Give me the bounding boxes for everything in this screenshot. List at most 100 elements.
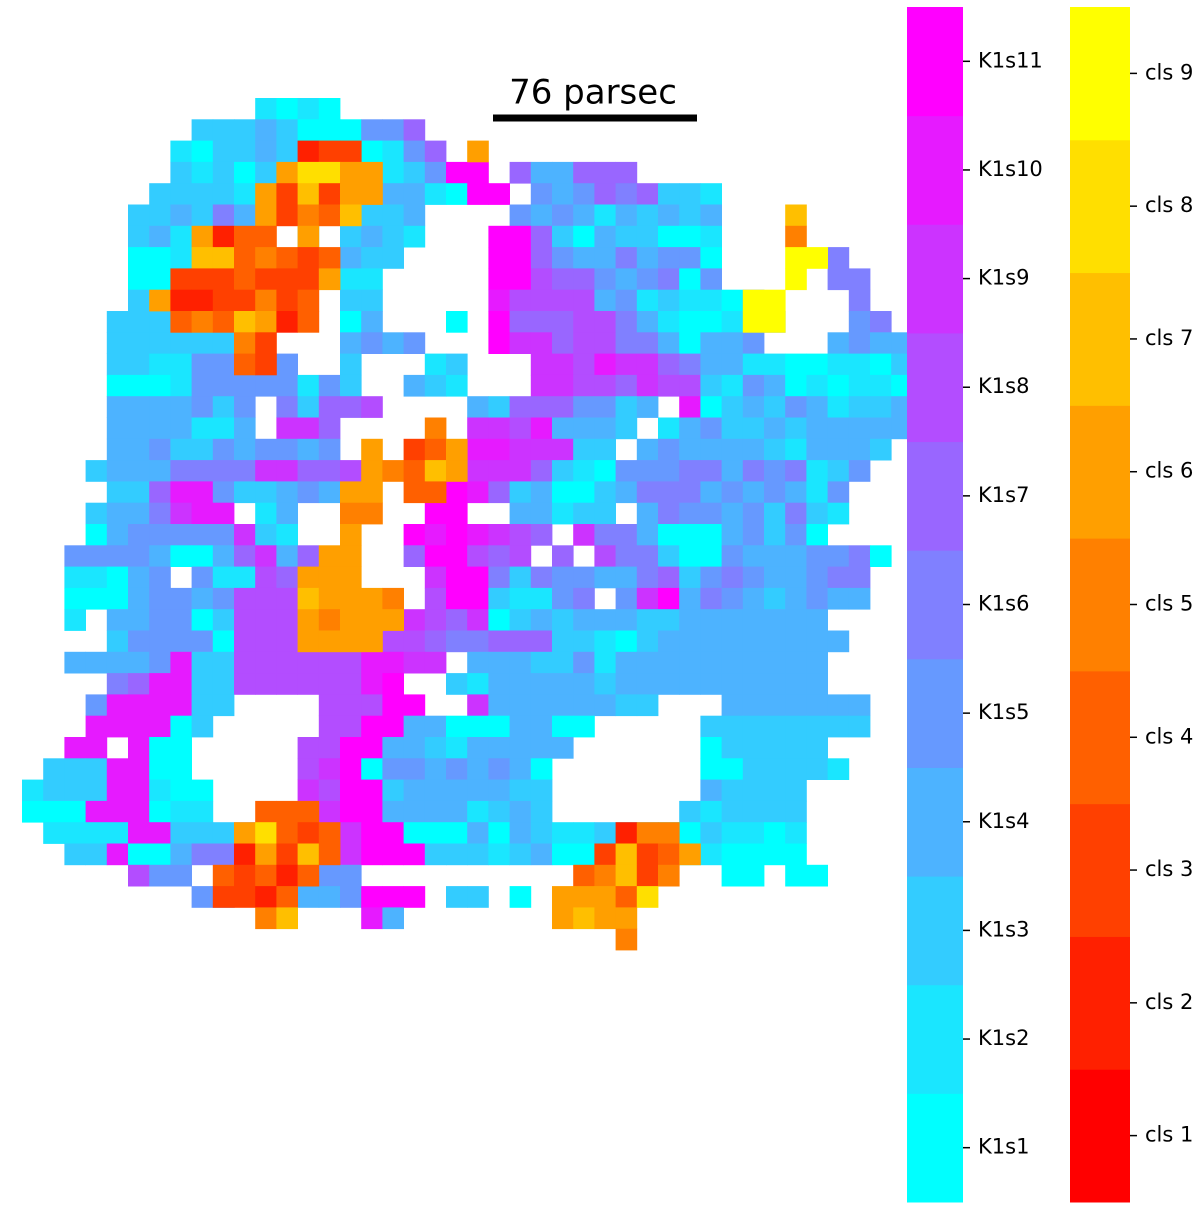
map-cell [530, 396, 553, 418]
hot-cell [615, 864, 638, 887]
map-cell [509, 502, 532, 525]
map-cell [721, 566, 744, 589]
map-cell [128, 481, 150, 504]
map-cell [848, 417, 871, 440]
map-cell [700, 587, 722, 610]
map-cell [742, 822, 765, 844]
map-cell [318, 119, 341, 141]
map-cell [106, 843, 129, 866]
map-cell [742, 800, 765, 823]
map-cell [382, 737, 404, 759]
map-cell [785, 843, 807, 866]
map-cell [615, 311, 638, 333]
hot-cell [234, 289, 256, 312]
map-cell [594, 225, 616, 248]
map-cell [149, 524, 171, 546]
hot-cell [276, 822, 298, 844]
map-cell [424, 183, 447, 205]
hot-cell [424, 417, 447, 440]
map-cell [255, 630, 277, 653]
map-cell [827, 587, 850, 610]
map-cell [530, 374, 553, 397]
map-cell [340, 673, 362, 695]
map-cell [658, 566, 680, 589]
colorbar-swatch [1070, 803, 1130, 937]
map-cell [128, 311, 150, 333]
map-cell [340, 886, 362, 908]
map-cell [234, 396, 256, 418]
hot-cell [382, 460, 404, 482]
map-cell [149, 396, 171, 418]
map-cell [170, 587, 192, 610]
map-cell [170, 204, 192, 227]
hot-cell [297, 268, 320, 291]
map-cell [700, 758, 722, 780]
hot-cell [615, 907, 638, 930]
map-cell [700, 481, 722, 504]
hot-cell [403, 438, 426, 461]
map-cell [234, 545, 256, 567]
map-cell [742, 779, 765, 802]
map-cell [446, 524, 468, 546]
map-cell [848, 396, 871, 418]
map-cell [85, 800, 108, 823]
map-cell [64, 545, 86, 567]
map-cell [530, 247, 553, 269]
map-cell [594, 417, 616, 440]
map-cell [212, 502, 235, 525]
map-cell [467, 524, 489, 546]
hot-cell [255, 311, 277, 333]
colorbar-swatch [1070, 538, 1130, 672]
map-cell [848, 587, 871, 610]
map-cell [700, 311, 722, 333]
map-cell [255, 119, 277, 141]
map-cell [234, 673, 256, 695]
map-cell [806, 438, 828, 461]
map-cell [509, 630, 532, 653]
map-cell [170, 673, 192, 695]
map-cell [128, 417, 150, 440]
map-cell [382, 161, 404, 184]
map-cell [149, 779, 171, 802]
map-cell [382, 907, 404, 930]
hot-cell [424, 481, 447, 504]
map-cell [318, 374, 341, 397]
map-cell [827, 694, 850, 717]
map-cell [191, 524, 214, 546]
map-cell [149, 737, 171, 759]
map-cell [509, 545, 532, 567]
colorbar-swatch [907, 1093, 963, 1203]
map-cell [679, 183, 701, 205]
map-cell [615, 460, 638, 482]
map-cell [848, 332, 871, 354]
map-cell [509, 779, 532, 802]
map-cell [318, 396, 341, 418]
map-cell [806, 396, 828, 418]
map-cell [700, 822, 722, 844]
map-cell [212, 396, 235, 418]
map-cell [700, 502, 722, 525]
map-cell [679, 481, 701, 504]
map-cell [318, 694, 341, 717]
map-cell [297, 438, 320, 461]
map-cell [85, 545, 108, 567]
hot-cell [234, 332, 256, 354]
map-cell [552, 545, 574, 567]
map-cell [509, 566, 532, 589]
map-cell [530, 438, 553, 461]
map-cell [827, 332, 850, 354]
map-cell [212, 204, 235, 227]
map-cell [530, 289, 553, 312]
map-cell [615, 673, 638, 695]
map-cell [573, 694, 595, 717]
map-cell [403, 779, 426, 802]
map-cell [297, 460, 320, 482]
map-cell [636, 694, 659, 717]
hot-cell [340, 587, 362, 610]
map-cell [636, 651, 659, 674]
map-cell [615, 566, 638, 589]
map-cell [403, 651, 426, 674]
map-cell [827, 353, 850, 376]
map-cell [297, 481, 320, 504]
map-cell [382, 758, 404, 780]
